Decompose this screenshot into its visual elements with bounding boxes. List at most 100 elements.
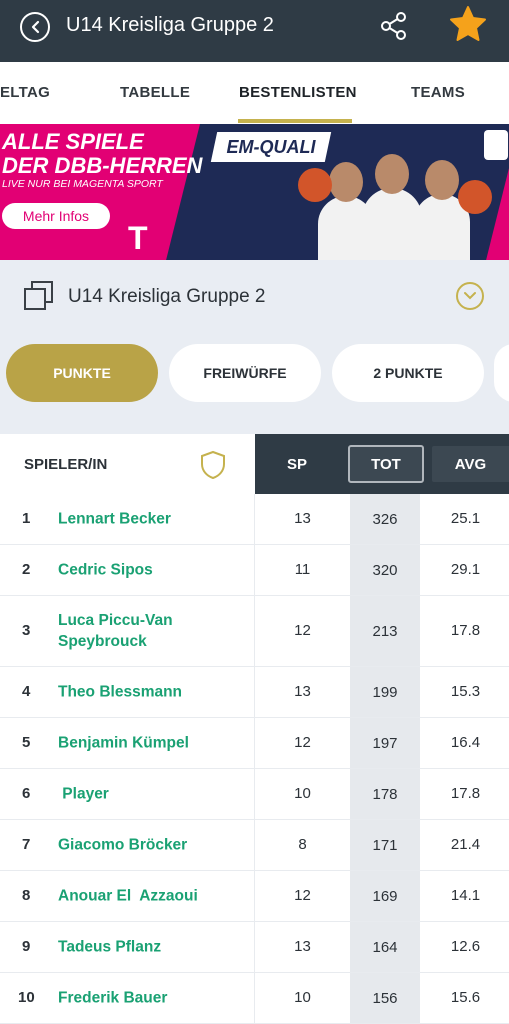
category-selector: PUNKTE FREIWÜRFE 2 PUNKTE (0, 332, 509, 434)
average-points: 14.1 (450, 887, 481, 904)
rank: 2 (22, 561, 31, 578)
banner-headline: ALLE SPIELE DER DBB-HERREN (2, 130, 202, 178)
player-name-link[interactable]: Benjamin Kümpel (58, 734, 189, 752)
games-played: 12 (294, 734, 311, 751)
category-freiwuerfe[interactable]: FREIWÜRFE (169, 344, 321, 402)
average-points: 15.6 (450, 989, 481, 1006)
ad-banner[interactable]: ALLE SPIELE DER DBB-HERREN LIVE NUR BEI … (0, 124, 509, 260)
basketball-icon (298, 168, 332, 202)
rank: 1 (22, 510, 31, 527)
total-points: 326 (350, 494, 420, 544)
rank: 5 (22, 734, 31, 751)
player-name-link[interactable]: Cedric Sipos (58, 561, 153, 579)
games-played: 13 (294, 510, 311, 527)
average-points: 25.1 (450, 510, 481, 527)
average-points: 12.6 (450, 938, 481, 955)
games-played: 11 (294, 561, 311, 578)
player-name-link[interactable]: Giacomo Bröcker (58, 836, 188, 854)
chevron-down-icon (464, 292, 476, 300)
player-column-header[interactable]: SPIELER/IN (24, 456, 108, 473)
table-row[interactable]: 3 Luca Piccu-Van Speybrouck 12 213 17.8 (0, 596, 509, 667)
rank: 7 (22, 836, 31, 853)
sp-column-header[interactable]: SP (286, 456, 307, 473)
player-name-link[interactable]: Luca Piccu-Van Speybrouck (58, 612, 173, 650)
column-divider (254, 494, 255, 1024)
games-played: 13 (294, 938, 311, 955)
league-selector[interactable]: U14 Kreisliga Gruppe 2 (0, 260, 509, 332)
category-2-punkte[interactable]: 2 PUNKTE (332, 344, 484, 402)
player-name-link[interactable]: Frederik Bauer (58, 989, 168, 1007)
category-punkte[interactable]: PUNKTE (6, 344, 158, 402)
average-points: 17.8 (450, 785, 481, 802)
table-row[interactable]: 8 Anouar El Azzaoui 12 169 14.1 (0, 871, 509, 922)
shield-icon[interactable] (200, 450, 226, 480)
player-image (362, 154, 422, 260)
league-name: U14 Kreisliga Gruppe 2 (68, 286, 266, 307)
active-tab-indicator (238, 119, 352, 123)
back-button[interactable] (20, 12, 50, 42)
total-points: 178 (350, 769, 420, 819)
page-title: U14 Kreisliga Gruppe 2 (66, 14, 274, 36)
player-name-link[interactable]: Anouar El Azzaoui (58, 887, 198, 905)
games-played: 10 (294, 785, 311, 802)
rank: 8 (22, 887, 31, 904)
more-info-button[interactable]: Mehr Infos (2, 203, 110, 229)
average-points: 21.4 (450, 836, 481, 853)
tot-column-header[interactable]: TOT (371, 456, 401, 473)
games-played: 12 (294, 887, 311, 904)
avg-column-header-box[interactable] (432, 446, 509, 482)
share-button[interactable] (378, 10, 410, 42)
leaderboard-table: 1 Lennart Becker 13 326 25.1 2 Cedric Si… (0, 494, 509, 1024)
total-points: 199 (350, 667, 420, 717)
avg-column-header[interactable]: AVG (454, 456, 487, 473)
total-points: 156 (350, 973, 420, 1023)
banner-subline: LIVE NUR BEI MAGENTA SPORT (2, 178, 163, 190)
tab-teams[interactable]: TEAMS (411, 84, 465, 101)
star-icon (450, 6, 486, 41)
player-name-link[interactable]: Lennart Becker (58, 510, 171, 528)
table-row[interactable]: 9 Tadeus Pflanz 13 164 12.6 (0, 922, 509, 973)
rank: 9 (22, 938, 31, 955)
rank: 3 (22, 622, 31, 639)
average-points: 29.1 (450, 561, 481, 578)
banner-headline-line2: DER DBB-HERREN (2, 153, 203, 178)
player-name-link[interactable]: Tadeus Pflanz (58, 938, 162, 956)
copy-icon (24, 281, 53, 310)
games-played: 8 (298, 836, 307, 853)
tab-tabelle[interactable]: TABELLE (120, 84, 191, 101)
table-header-player: SPIELER/IN (0, 434, 255, 494)
total-points: 197 (350, 718, 420, 768)
table-row[interactable]: 6 Player 10 178 17.8 (0, 769, 509, 820)
rank: 10 (18, 989, 35, 1006)
table-row[interactable]: 2 Cedric Sipos 11 320 29.1 (0, 545, 509, 596)
favorite-button[interactable] (448, 4, 488, 44)
games-played: 13 (294, 683, 311, 700)
eurobasket-logo (484, 130, 508, 160)
games-played: 10 (294, 989, 311, 1006)
tot-column-header-box[interactable] (348, 445, 424, 483)
table-header-stats: SP TOT AVG (255, 434, 509, 494)
tab-bestenlisten[interactable]: BESTENLISTEN (239, 84, 357, 101)
average-points: 17.8 (450, 622, 481, 639)
table-row[interactable]: 4 Theo Blessmann 13 199 15.3 (0, 667, 509, 718)
league-dropdown-button[interactable] (456, 282, 484, 310)
event-label-text: EM-QUALI (226, 137, 316, 157)
table-row[interactable]: 5 Benjamin Kümpel 12 197 16.4 (0, 718, 509, 769)
games-played: 12 (294, 622, 311, 639)
basketball-icon (458, 180, 492, 214)
rank: 4 (22, 683, 31, 700)
table-row[interactable]: 7 Giacomo Bröcker 8 171 21.4 (0, 820, 509, 871)
total-points: 171 (350, 820, 420, 870)
banner-headline-line1: ALLE SPIELE (2, 129, 144, 154)
event-label: EM-QUALI (210, 132, 332, 162)
player-name-link[interactable]: Theo Blessmann (58, 683, 183, 701)
average-points: 16.4 (450, 734, 481, 751)
total-points: 320 (350, 545, 420, 595)
table-row[interactable]: 1 Lennart Becker 13 326 25.1 (0, 494, 509, 545)
tab-spieltag[interactable]: ELTAG (0, 84, 51, 101)
tab-bar: ELTAG TABELLE BESTENLISTEN TEAMS (0, 62, 509, 124)
telekom-logo: T (128, 220, 148, 256)
player-name-link[interactable]: Player (58, 785, 109, 803)
table-row[interactable]: 10 Frederik Bauer 10 156 15.6 (0, 973, 509, 1024)
category-more[interactable] (494, 344, 509, 402)
